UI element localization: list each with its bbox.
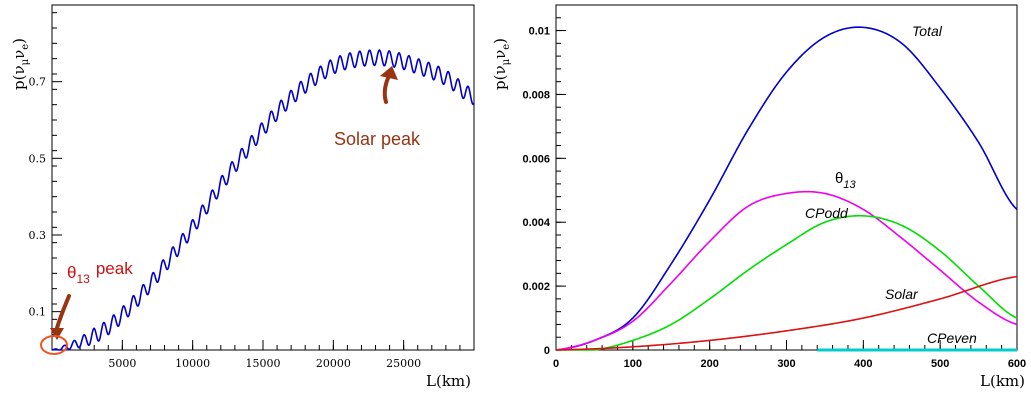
right-y-tick-label: 0.008 (522, 89, 550, 101)
left-x-axis: 5000 10000 15000 20000 25000 (51, 340, 475, 370)
theta13-peak-label: θ13peak (67, 259, 133, 286)
series-label-theta13: θ13 (835, 170, 856, 191)
right-plot-frame (555, 4, 1018, 351)
left-x-tick-label: 5000 (108, 357, 136, 370)
solar-peak-arrow-head (380, 66, 398, 80)
right-x-tick-label: 200 (700, 358, 718, 370)
right-x-tick-label: 0 (553, 358, 559, 370)
right-y-axis-title: p(νμνe) (491, 38, 512, 90)
left-plot-frame (51, 4, 475, 351)
series-label-cpodd: CPodd (805, 205, 849, 221)
left-y-axis: 0.1 0.3 0.5 0.7 (29, 12, 62, 351)
left-x-tick-label: 25000 (386, 357, 421, 370)
left-x-tick-label: 10000 (175, 357, 210, 370)
right-y-tick-label: 0.004 (522, 217, 550, 229)
left-y-tick-label: 0.5 (29, 152, 47, 165)
series-label-total: Total (912, 23, 943, 39)
solar-peak-annotation: Solar peak (334, 66, 421, 149)
left-y-tick-label: 0.3 (29, 229, 47, 242)
right-x-tick-label: 300 (777, 358, 795, 370)
left-series-curve0-line (51, 49, 475, 351)
theta13-peak-annotation: θ13peak (40, 259, 133, 355)
right-y-tick-label: 0.01 (529, 26, 550, 38)
right-y-tick-label: 0.002 (522, 281, 550, 293)
series-label-cpeven: CPeven (927, 330, 977, 346)
right-x-tick-label: 500 (931, 358, 949, 370)
left-panel: 5000 10000 15000 20000 25000 0.1 0.3 0.5 0.7 p(… (10, 4, 475, 390)
left-y-tick-label: 0.1 (29, 306, 47, 319)
solar-peak-label: Solar peak (334, 129, 421, 149)
right-y-axis: 0 0.002 0.004 0.006 0.008 0.01 (522, 4, 566, 357)
theta13-peak-arrow-head (50, 328, 64, 340)
right-series-cpodd-line (556, 214, 1018, 351)
left-y-axis-title: p(νμνe) (10, 38, 31, 90)
right-panel: 0 100 200 300 400 500 600 0 0.002 0.004 0.006 0.00… (491, 4, 1026, 390)
right-series-total-line (555, 26, 1018, 351)
left-series-group (51, 49, 475, 351)
right-x-tick-label: 100 (624, 358, 642, 370)
right-y-tick-label: 0.006 (522, 153, 550, 165)
left-x-tick-label: 20000 (316, 357, 351, 370)
left-y-tick-label: 0.7 (29, 76, 47, 89)
right-series-group (555, 26, 1018, 352)
left-x-tick-label: 15000 (246, 357, 281, 370)
left-x-axis-title: L(km) (426, 372, 471, 390)
series-label-solar: Solar (885, 286, 919, 302)
solar-peak-arrow (382, 74, 391, 104)
theta13-peak-circle (40, 335, 68, 355)
right-series-13-line (555, 190, 1018, 351)
right-x-tick-label: 400 (854, 358, 872, 370)
right-series-solar-line (555, 275, 1018, 351)
theta13-peak-arrow (55, 294, 71, 330)
right-y-tick-label: 0 (544, 345, 550, 357)
right-x-tick-label: 600 (1008, 358, 1026, 370)
right-x-axis-title: L(km) (980, 372, 1025, 390)
